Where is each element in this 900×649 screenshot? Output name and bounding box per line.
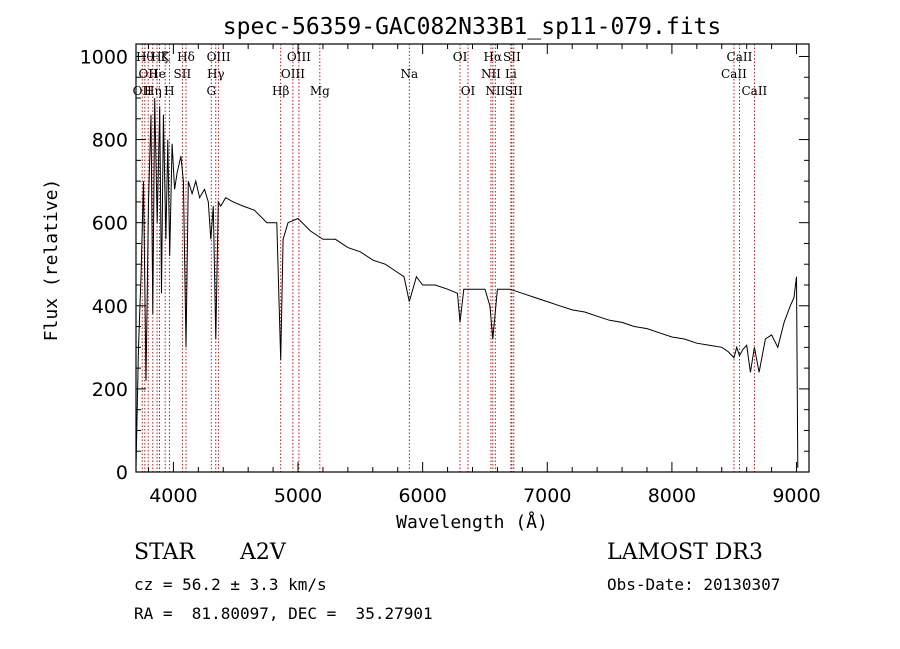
y-tick-label-4: 800 (92, 130, 128, 152)
line-mark-label-11: Hγ (207, 67, 225, 81)
line-mark-label-21: Hα (484, 50, 503, 64)
y-tick-label-1: 200 (92, 379, 128, 401)
line-mark-label-23: Li (505, 67, 517, 81)
line-mark-label-13: Hβ (272, 84, 289, 98)
y-tick-label-0: 0 (116, 462, 128, 484)
line-mark-label-4: He (148, 67, 166, 81)
line-mark-label-14: OIII (281, 67, 305, 81)
line-mark-label-28: CaII (741, 84, 767, 98)
line-mark-label-9: Hδ (177, 50, 195, 64)
y-tick-label-2: 400 (92, 296, 128, 318)
line-mark-label-1: Hθ (136, 50, 154, 64)
line-mark-label-26: CaII (721, 67, 747, 81)
line-mark-label-27: CaII (727, 50, 753, 64)
line-mark-label-18: OI (453, 50, 468, 64)
line-mark-label-20: NII (481, 67, 501, 81)
y-tick-label-5: 1000 (80, 46, 128, 68)
line-mark-label-25: SII (505, 84, 523, 98)
line-mark-label-12: OIII (207, 50, 231, 64)
line-mark-label-19: OI (461, 84, 476, 98)
line-mark-label-15: OIII (287, 50, 311, 64)
line-mark-label-16: Mg (310, 84, 330, 98)
x-tick-label-1: 5000 (274, 485, 322, 507)
line-mark-label-5: Hζ (151, 50, 168, 64)
line-mark-label-22: NII (485, 84, 505, 98)
chart-title: spec-56359-GAC082N33B1_sp11-079.fits (223, 14, 722, 40)
survey-name: LAMOST DR3 (607, 540, 763, 565)
x-axis-label: Wavelength (Å) (396, 511, 548, 533)
x-tick-label-3: 7000 (523, 485, 571, 507)
x-tick-label-2: 6000 (398, 485, 446, 507)
line-mark-label-0: OII (133, 84, 153, 98)
coordinates: RA = 81.80097, DEC = 35.27901 (134, 604, 433, 623)
y-tick-label-3: 600 (92, 213, 128, 235)
redshift-cz: cz = 56.2 ± 3.3 km/s (134, 575, 327, 594)
spectrum-series-line (135, 97, 799, 468)
object-class: STAR (134, 540, 195, 565)
line-mark-label-7: H (164, 84, 174, 98)
object-subclass: A2V (240, 540, 286, 565)
line-mark-label-17: Na (400, 67, 418, 81)
line-mark-label-3: Hη (144, 84, 162, 98)
line-mark-label-10: G (206, 84, 216, 98)
plot-frame (135, 43, 810, 473)
axes: 4000 5000 6000 7000 8000 9000 0 200 400 600 800 100… (80, 43, 821, 507)
observation-date: Obs-Date: 20130307 (607, 575, 781, 594)
line-mark-label-6: K (161, 50, 171, 64)
line-mark-label-24: SII (503, 50, 521, 64)
line-marks-layer: OIIHθOIIHηHeHζKHSIIHδGHγOIIIHβOIIIOIIIMg… (133, 44, 768, 472)
x-tick-label-4: 8000 (648, 485, 696, 507)
y-axis-label: Flux (relative) (41, 179, 62, 342)
x-tick-label-0: 4000 (149, 485, 197, 507)
line-mark-label-8: SII (174, 67, 192, 81)
x-tick-label-5: 9000 (772, 485, 820, 507)
line-mark-label-2: OII (139, 67, 159, 81)
